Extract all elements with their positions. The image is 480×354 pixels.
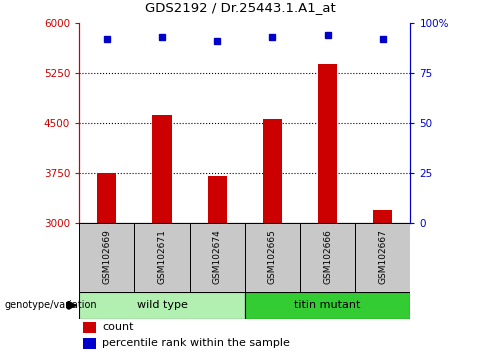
Bar — [190, 223, 245, 292]
Text: GSM102674: GSM102674 — [213, 229, 222, 284]
Text: GDS2192 / Dr.25443.1.A1_at: GDS2192 / Dr.25443.1.A1_at — [144, 1, 336, 14]
Bar — [207, 176, 227, 223]
Text: GSM102667: GSM102667 — [378, 229, 387, 284]
Text: wild type: wild type — [137, 300, 187, 310]
Bar — [83, 338, 96, 349]
Bar — [97, 173, 117, 223]
Bar — [355, 223, 410, 292]
Bar — [373, 210, 393, 223]
Text: GSM102666: GSM102666 — [323, 229, 332, 284]
Text: genotype/variation: genotype/variation — [5, 300, 97, 310]
Text: GSM102671: GSM102671 — [157, 229, 167, 284]
Text: titin mutant: titin mutant — [294, 300, 361, 310]
Text: GSM102665: GSM102665 — [268, 229, 277, 284]
Bar — [152, 115, 172, 223]
Bar — [245, 223, 300, 292]
Text: GSM102669: GSM102669 — [102, 229, 111, 284]
FancyArrow shape — [67, 302, 76, 309]
Bar — [79, 223, 134, 292]
Text: count: count — [102, 322, 134, 332]
Bar — [79, 292, 245, 319]
Bar — [318, 64, 337, 223]
Bar — [263, 119, 282, 223]
Bar — [245, 292, 410, 319]
Bar — [83, 322, 96, 333]
Bar — [300, 223, 355, 292]
Bar — [134, 223, 190, 292]
Text: percentile rank within the sample: percentile rank within the sample — [102, 338, 290, 348]
